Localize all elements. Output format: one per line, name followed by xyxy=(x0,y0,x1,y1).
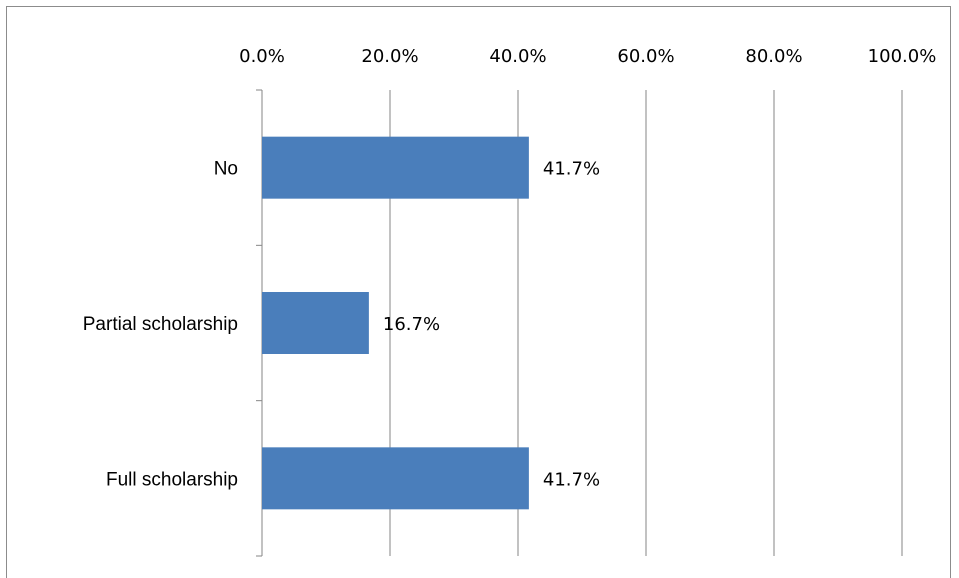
bar xyxy=(262,447,529,510)
bar xyxy=(262,136,529,199)
category-label: No xyxy=(214,159,238,180)
x-tick-label: 40.0% xyxy=(489,46,546,67)
category-axis xyxy=(256,89,263,557)
x-tick-label: 60.0% xyxy=(617,46,674,67)
x-tick-label: 80.0% xyxy=(745,46,802,67)
bars xyxy=(262,136,529,510)
bar xyxy=(262,292,369,354)
data-labels: 41.7% 16.7% 41.7% xyxy=(383,159,600,491)
x-tick-label: 0.0% xyxy=(239,46,285,67)
category-label: Full scholarship xyxy=(106,469,238,490)
data-label: 41.7% xyxy=(543,469,600,490)
x-axis-ticks: 0.0% 20.0% 40.0% 60.0% 80.0% 100.0% xyxy=(239,46,936,67)
category-labels: No Partial scholarship Full scholarship xyxy=(83,159,238,491)
data-label: 16.7% xyxy=(383,314,440,335)
x-tick-label: 20.0% xyxy=(361,46,418,67)
category-label: Partial scholarship xyxy=(83,314,238,335)
data-label: 41.7% xyxy=(543,159,600,180)
x-tick-label: 100.0% xyxy=(868,46,937,67)
